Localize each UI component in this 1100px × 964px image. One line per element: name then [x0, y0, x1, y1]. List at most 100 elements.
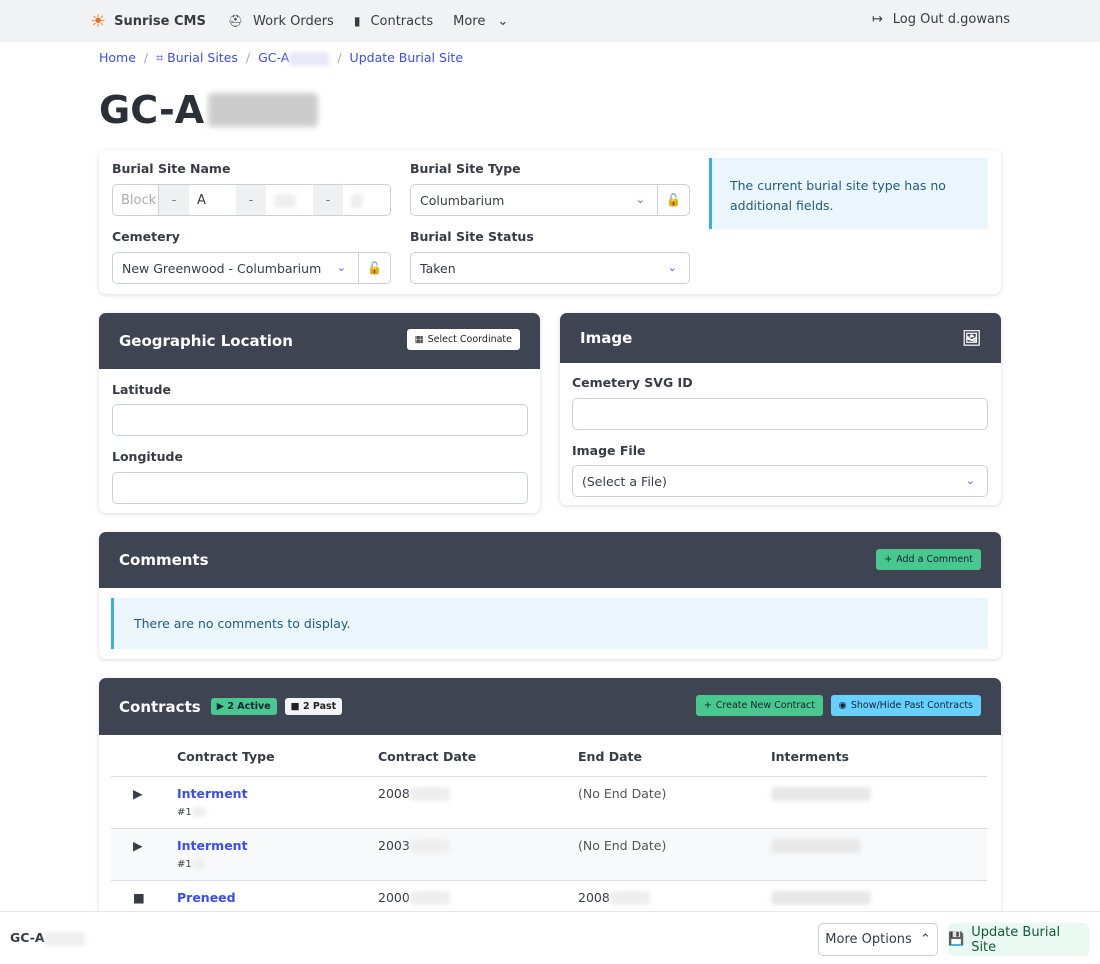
contract-link[interactable]: Interment	[177, 785, 248, 801]
brand-link[interactable]: ☀ Sunrise CMS	[90, 11, 206, 32]
name-prefix-input[interactable]: Block	[113, 185, 159, 215]
nav-label: Contracts	[370, 13, 434, 29]
unlock-icon: 🔓	[666, 193, 681, 207]
name-part-1-input[interactable]: A	[197, 193, 206, 208]
button-label: Show/Hide Past Contracts	[850, 700, 973, 711]
burial-site-name-group: Block - A - -	[112, 184, 391, 216]
button-label: Create New Contract	[715, 700, 815, 711]
card-title: Geographic Location	[119, 332, 293, 350]
burial-site-icon: ⌗	[156, 50, 164, 65]
cemetery-select[interactable]: New Greenwood - Columbarium ⌄	[112, 252, 359, 284]
contract-link[interactable]: Preneed	[177, 889, 236, 905]
logout-link[interactable]: ↦ Log Out d.gowans	[872, 12, 1010, 27]
footer-site-name: GC-A	[10, 930, 85, 946]
table-row: ▶ Interment #1 2003 (No End Date)	[111, 828, 987, 881]
more-options-button[interactable]: More Options ⌃	[818, 923, 938, 956]
sign-out-icon: ↦	[871, 12, 883, 27]
breadcrumb-label: GC-A	[258, 50, 290, 65]
add-comment-button[interactable]: + Add a Comment	[876, 549, 981, 570]
burial-site-details-card: Burial Site Name Block - A - - Burial Si…	[99, 150, 1001, 294]
save-icon: 💾	[948, 932, 965, 947]
contracts-table: Contract Type Contract Date End Date Interm…	[111, 738, 987, 933]
image-file-select[interactable]: (Select a File) ⌄	[572, 465, 988, 497]
name-part-3-input[interactable]	[343, 185, 390, 215]
card-header: Comments + Add a Comment	[99, 532, 1001, 588]
column-header: Interments	[771, 738, 987, 777]
cemetery-label: Cemetery	[112, 229, 180, 244]
longitude-label: Longitude	[112, 449, 183, 464]
map-icon: ▦	[414, 334, 424, 345]
select-value: Columbarium	[420, 192, 505, 208]
chevron-up-icon: ⌃	[919, 932, 931, 947]
name-separator: -	[313, 185, 343, 215]
card-title: Image	[580, 329, 633, 347]
unlock-cemetery-button[interactable]: 🔓	[358, 252, 391, 284]
contract-link[interactable]: Interment	[177, 837, 248, 853]
select-coordinate-button[interactable]: ▦ Select Coordinate	[406, 329, 520, 350]
brand-name: Sunrise CMS	[114, 13, 206, 29]
card-header: Geographic Location ▦ Select Coordinate	[99, 313, 540, 369]
latitude-input[interactable]	[112, 404, 528, 436]
name-separator: -	[236, 185, 266, 215]
contract-date: 2008	[378, 785, 410, 801]
geographic-location-card: Geographic Location ▦ Select Coordinate L…	[99, 313, 540, 513]
contract-number: #1	[177, 806, 192, 818]
toggle-past-contracts-button[interactable]: ◉ Show/Hide Past Contracts	[830, 695, 981, 716]
chevron-down-icon: ⌄	[635, 193, 645, 206]
image-card: Image 🖼 Cemetery SVG ID Image File (Selec…	[560, 313, 1001, 505]
breadcrumb-site[interactable]: GC-A	[258, 50, 330, 66]
chevron-down-icon: ⌄	[667, 261, 677, 274]
table-row: ▶ Interment #1 2008 (No End Date)	[111, 776, 987, 829]
no-comments-note: There are no comments to display.	[111, 598, 988, 649]
update-burial-site-button[interactable]: 💾 Update Burial Site	[948, 923, 1089, 956]
nav-contracts[interactable]: ▮ Contracts	[354, 14, 433, 29]
unlock-type-button[interactable]: 🔓	[657, 184, 690, 216]
nav-label: Work Orders	[253, 13, 334, 29]
button-label: Select Coordinate	[427, 334, 512, 345]
name-part-2-input[interactable]	[266, 185, 313, 215]
nav-label: More	[453, 13, 486, 29]
button-label: Update Burial Site	[971, 924, 1061, 955]
burial-site-type-select[interactable]: Columbarium ⌄	[410, 184, 658, 216]
create-contract-button[interactable]: + Create New Contract	[695, 695, 823, 716]
play-icon: ▶	[111, 776, 177, 829]
name-separator: -	[159, 185, 189, 215]
breadcrumb-current[interactable]: Update Burial Site	[349, 50, 464, 65]
eye-icon: ◉	[838, 700, 847, 711]
card-title: Comments	[119, 551, 209, 569]
chevron-down-icon: ⌄	[965, 474, 975, 487]
nav-work-orders[interactable]: ⛑ Work Orders	[228, 14, 334, 29]
contract-date: 2000	[378, 889, 410, 905]
contract-date: 2003	[378, 837, 410, 853]
latitude-label: Latitude	[112, 382, 171, 397]
button-label: More Options	[825, 932, 912, 947]
end-date: 2008	[578, 889, 610, 905]
past-badge: ■ 2 Past	[284, 698, 343, 715]
file-contract-icon: ▮	[353, 14, 361, 28]
nav-more[interactable]: More ⌄	[453, 14, 508, 29]
contract-number: #1	[177, 858, 192, 870]
badge-label: 2 Active	[227, 701, 271, 712]
contracts-card: Contracts ▶ 2 Active ■ 2 Past + Create Ne…	[99, 678, 1001, 938]
svg-id-label: Cemetery SVG ID	[572, 375, 693, 390]
active-badge: ▶ 2 Active	[210, 698, 277, 715]
logout-label: Log Out d.gowans	[892, 12, 1010, 27]
chevron-down-icon: ⌄	[497, 13, 509, 29]
type-label: Burial Site Type	[410, 161, 521, 176]
breadcrumb-home[interactable]: Home	[99, 50, 136, 65]
site-label: GC-A	[10, 930, 45, 946]
select-value: New Greenwood - Columbarium	[122, 260, 322, 276]
burial-site-status-select[interactable]: Taken ⌄	[410, 252, 690, 284]
plus-icon: +	[884, 554, 893, 565]
longitude-input[interactable]	[112, 472, 528, 504]
svg-id-input[interactable]	[572, 398, 988, 430]
select-value: (Select a File)	[582, 473, 667, 489]
status-label: Burial Site Status	[410, 229, 534, 244]
name-label: Burial Site Name	[112, 161, 231, 176]
end-date: (No End Date)	[578, 776, 771, 829]
column-header: Contract Date	[378, 738, 578, 777]
breadcrumb-burial-sites[interactable]: ⌗ Burial Sites	[156, 50, 238, 66]
column-header: End Date	[578, 738, 771, 777]
badge-label: 2 Past	[302, 701, 337, 712]
unlock-icon: 🔓	[367, 261, 382, 275]
